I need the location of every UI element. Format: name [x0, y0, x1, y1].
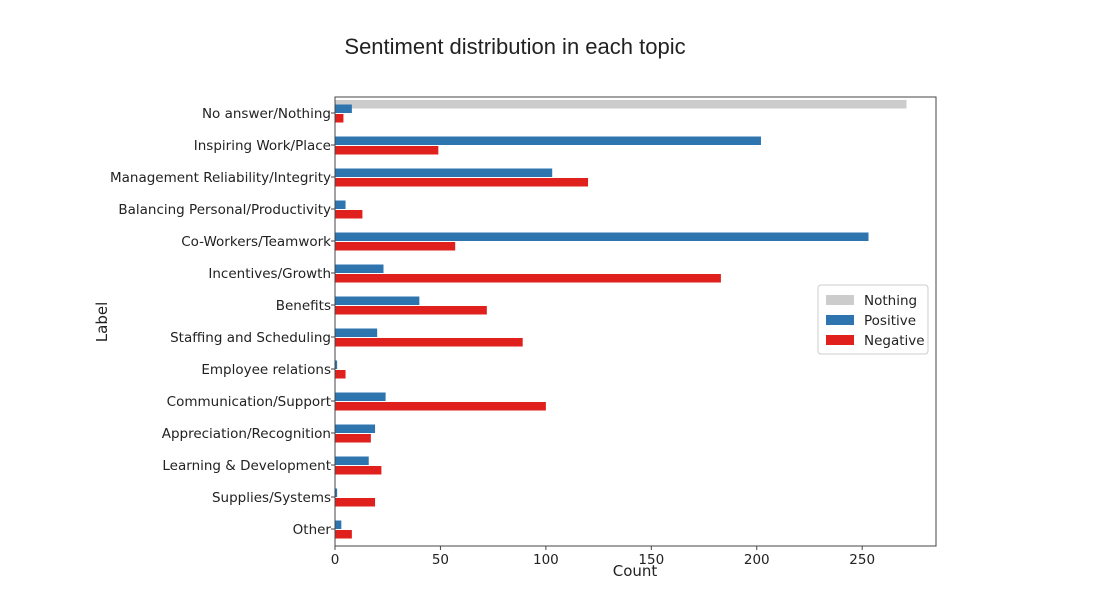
y-tick-label-incentives-growth: Incentives/Growth — [208, 266, 331, 282]
y-tick-label-other: Other — [293, 522, 332, 538]
legend: Nothing Positive Negative — [817, 284, 929, 355]
x-tick-label-100: 100 — [533, 552, 559, 568]
bar-positive-supplies-systems — [335, 488, 338, 497]
bar-negative-learning-development — [335, 466, 382, 475]
bar-negative-no-answer-nothing — [335, 114, 344, 123]
bar-positive-inspiring-work-place — [335, 136, 761, 145]
y-tick-label-employee-relations: Employee relations — [201, 362, 331, 378]
bar-positive-communication-support — [335, 392, 386, 401]
legend-label-nothing: Nothing — [864, 293, 917, 309]
bar-negative-incentives-growth — [335, 274, 721, 283]
legend-swatch-negative — [826, 335, 854, 345]
bars-group — [335, 100, 907, 539]
bar-positive-management-reliability-integrity — [335, 168, 553, 177]
bar-positive-benefits — [335, 296, 420, 305]
x-tick-label-0: 0 — [331, 552, 340, 568]
bar-positive-co-workers-teamwork — [335, 232, 869, 241]
bar-positive-other — [335, 520, 342, 529]
legend-label-positive: Positive — [864, 313, 916, 329]
y-tick-labels: No answer/Nothing Inspiring Work/Place Man… — [110, 106, 335, 538]
y-tick-label-benefits: Benefits — [276, 298, 331, 314]
y-axis-label: Label — [93, 302, 111, 342]
bar-positive-appreciation-recognition — [335, 424, 376, 433]
x-tick-label-250: 250 — [849, 552, 875, 568]
y-tick-label-staffing-and-scheduling: Staffing and Scheduling — [170, 330, 331, 346]
y-tick-label-management-reliability-integrity: Management Reliability/Integrity — [110, 170, 331, 186]
y-tick-label-learning-development: Learning & Development — [162, 458, 331, 474]
y-tick-label-no-answer-nothing: No answer/Nothing — [202, 106, 331, 122]
x-tick-labels: 0 50 100 150 200 250 — [331, 546, 875, 568]
bar-negative-management-reliability-integrity — [335, 178, 589, 187]
page-title: Sentiment distribution in each topic — [344, 34, 686, 59]
y-tick-label-inspiring-work-place: Inspiring Work/Place — [194, 138, 331, 154]
y-tick-label-co-workers-teamwork: Co-Workers/Teamwork — [181, 234, 331, 250]
bar-positive-employee-relations — [335, 360, 338, 369]
y-tick-label-balancing-personal-productivity: Balancing Personal/Productivity — [118, 202, 331, 218]
bar-positive-staffing-and-scheduling — [335, 328, 378, 337]
y-tick-label-appreciation-recognition: Appreciation/Recognition — [162, 426, 331, 442]
x-tick-label-150: 150 — [638, 552, 664, 568]
x-tick-label-200: 200 — [744, 552, 770, 568]
bar-positive-balancing-personal-productivity — [335, 200, 346, 209]
bar-negative-inspiring-work-place — [335, 146, 439, 155]
legend-label-negative: Negative — [864, 333, 925, 349]
bar-negative-supplies-systems — [335, 498, 376, 507]
bar-negative-co-workers-teamwork — [335, 242, 456, 251]
bar-negative-balancing-personal-productivity — [335, 210, 363, 219]
legend-swatch-nothing — [826, 295, 854, 305]
bar-positive-no-answer-nothing — [335, 104, 352, 113]
plot-frame — [334, 96, 937, 547]
bar-negative-employee-relations — [335, 370, 346, 379]
bar-negative-appreciation-recognition — [335, 434, 371, 443]
x-tick-label-50: 50 — [432, 552, 449, 568]
bar-negative-other — [335, 530, 352, 539]
x-axis-label: Count — [613, 562, 658, 580]
bar-negative-staffing-and-scheduling — [335, 338, 523, 347]
bar-positive-incentives-growth — [335, 264, 384, 273]
bar-positive-learning-development — [335, 456, 369, 465]
legend-swatch-positive — [826, 315, 854, 325]
bar-negative-benefits — [335, 306, 487, 315]
y-tick-label-communication-support: Communication/Support — [167, 394, 331, 410]
y-tick-label-supplies-systems: Supplies/Systems — [212, 490, 331, 506]
bar-nothing-no-answer-nothing — [335, 100, 907, 109]
bar-negative-communication-support — [335, 402, 546, 411]
